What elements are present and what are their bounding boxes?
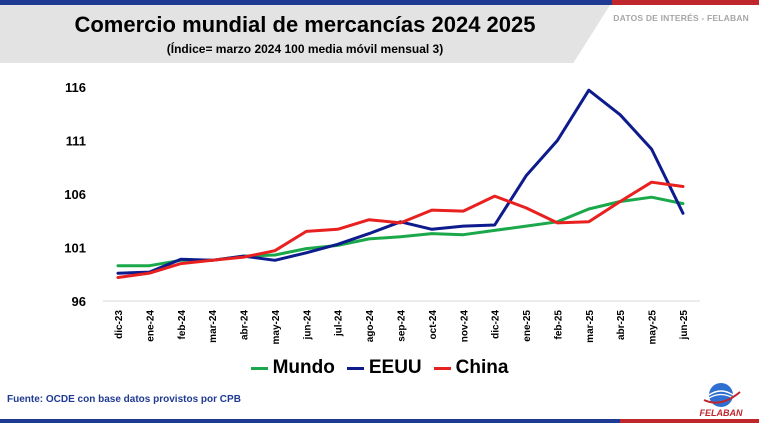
logo-text: FELABAN [699,408,743,418]
top-accent-bar-red [612,0,759,5]
legend-label: Mundo [272,357,335,378]
legend-label: China [455,357,509,378]
y-tick-label: 111 [66,134,86,149]
felaban-logo: FELABAN [690,382,752,418]
source-note: Fuente: OCDE con base datos provistos po… [7,394,241,405]
legend-item-mundo: Mundo [250,357,335,379]
x-tick-label: ene-24 [145,310,156,342]
x-tick-label: abr-25 [616,310,627,340]
y-tick-label: 106 [64,187,86,202]
y-tick-label: 101 [64,241,86,256]
legend-item-eeuu: EEUU [346,357,422,379]
x-tick-label: dic-24 [491,310,502,339]
legend-swatch [346,366,364,370]
title-banner [0,5,610,63]
legend-label: EEUU [368,357,422,378]
x-tick-label: jun-24 [302,310,313,341]
y-tick-label: 96 [72,294,86,309]
chart-title: Comercio mundial de mercancías 2024 2025 [74,12,536,37]
legend-swatch [250,366,268,370]
bottom-accent-bar-blue [0,419,620,423]
x-tick-label: ago-24 [365,310,376,343]
x-tick-label: ene-25 [522,310,533,342]
globe-icon [703,383,741,407]
x-tick-label: mar-24 [208,310,219,343]
series-line-china [116,180,685,279]
x-tick-label: sep-24 [397,310,408,342]
x-tick-label: feb-24 [177,310,188,340]
y-tick-label: 116 [65,80,86,95]
x-tick-label: abr-24 [240,310,251,340]
x-tick-label: jul-24 [334,310,345,338]
legend-item-china: China [433,357,509,379]
chart-subtitle: (Índice= marzo 2024 100 media móvil mens… [166,42,444,56]
x-tick-label: oct-24 [428,310,439,340]
x-tick-label: nov-24 [459,310,470,343]
x-tick-label: jun-25 [679,310,690,341]
x-tick-label: may-25 [648,310,659,345]
chart-legend: Mundo EEUU China [0,357,759,379]
top-accent-bar-blue [0,0,612,5]
bottom-accent-bar-red [620,419,759,423]
series-line-mundo [116,195,685,268]
legend-swatch [433,366,451,370]
x-tick-label: mar-25 [585,310,596,343]
header-tag: DATOS DE INTERÉS - FELABAN [613,13,749,23]
x-tick-label: feb-25 [553,310,564,340]
x-tick-label: dic-23 [114,310,125,339]
series-line-eeuu [116,88,685,275]
x-tick-label: may-24 [271,310,282,345]
